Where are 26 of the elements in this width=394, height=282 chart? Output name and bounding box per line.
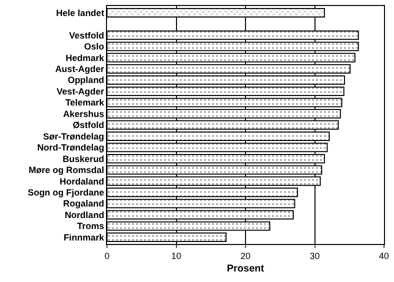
y-tick-label: Nord-Trøndelag	[37, 142, 104, 153]
y-tick-label: Rogaland	[63, 198, 104, 209]
y-tick-label: Vest-Agder	[56, 86, 105, 96]
y-tick-label: Nordland	[64, 210, 104, 220]
y-tick-label: Oslo	[84, 42, 105, 52]
y-tick-label: Møre og Romsdal	[28, 165, 104, 176]
y-tick-label: Vestfold	[69, 30, 104, 40]
y-tick-label: Buskerud	[62, 154, 104, 164]
y-tick-label: Aust-Agder	[55, 64, 105, 74]
x-tick-label: 0	[104, 250, 110, 261]
y-tick-label: Troms	[77, 221, 104, 232]
y-tick-label: Akershus	[63, 108, 104, 119]
y-tick-label: Oppland	[68, 75, 104, 86]
y-tick-label: Sogn og Fjordane	[28, 188, 104, 198]
y-tick-label: Sør-Trøndelag	[43, 131, 104, 142]
y-tick-label: Hele landet	[56, 8, 104, 18]
x-axis-title: Prosent	[226, 263, 265, 274]
x-tick-label: 30	[310, 250, 320, 261]
y-tick-label: Østfold	[72, 120, 104, 130]
x-tick-label: 20	[240, 250, 251, 261]
y-tick-label: Hordaland	[60, 176, 104, 186]
y-tick-label: Hedmark	[66, 52, 106, 63]
x-tick-label: 10	[171, 250, 182, 261]
x-tick-label: 40	[378, 250, 390, 261]
y-tick-label: Telemark	[65, 98, 106, 108]
y-tick-label: Finnmark	[64, 232, 106, 242]
